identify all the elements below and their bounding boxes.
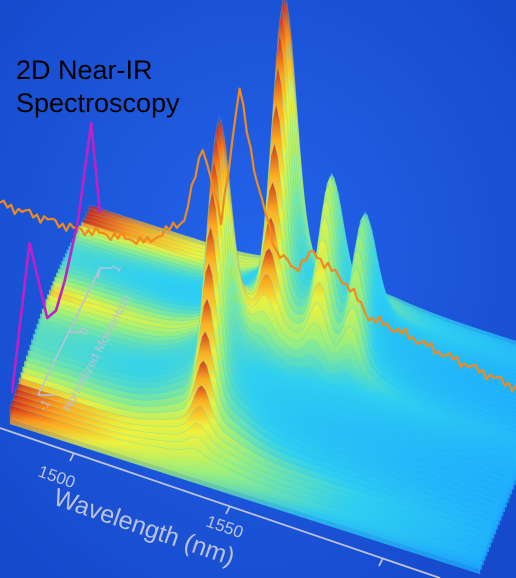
chart-title-line-2: Spectroscopy	[16, 88, 180, 118]
momentum-projection-line	[10, 121, 102, 394]
wavelength-axis	[0, 427, 441, 578]
momentum-axis	[37, 267, 112, 396]
chart-title-line-1: 2D Near-IR	[16, 55, 153, 85]
surface-slice	[43, 196, 515, 490]
surface-slice	[22, 298, 493, 544]
wavelength-projection-line	[0, 87, 516, 393]
surface-slice	[9, 404, 481, 575]
